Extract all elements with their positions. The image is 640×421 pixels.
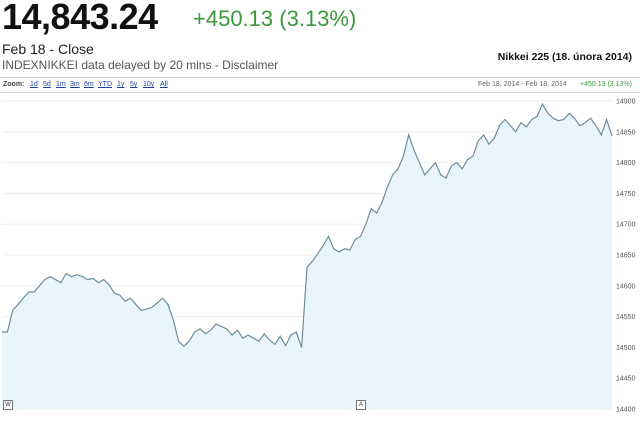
info-line: INDEXNIKKEI data delayed by 20 mins - Di… bbox=[2, 58, 278, 72]
y-tick-label: 14450 bbox=[616, 376, 636, 383]
y-tick-label: 14500 bbox=[616, 345, 636, 352]
y-axis: 14400 14450 14500 14550 14600 14650 14700 14750… bbox=[616, 99, 636, 414]
y-tick-label: 14750 bbox=[616, 191, 636, 198]
price-value: 14,843.24 bbox=[2, 0, 158, 37]
disclaimer-link[interactable]: Disclaimer bbox=[222, 58, 279, 72]
zoom-label: Zoom: bbox=[3, 81, 25, 88]
zoom-ytd-button[interactable]: YTD bbox=[98, 81, 112, 88]
zoom-1d-button[interactable]: 1d bbox=[30, 81, 38, 88]
y-tick-label: 14700 bbox=[616, 222, 636, 229]
marker-w[interactable]: W bbox=[3, 400, 13, 410]
price-change: +450.13 (3.13%) bbox=[193, 6, 357, 31]
price-line bbox=[2, 102, 613, 348]
chart-panel: Zoom: 1d 5d 1m 3m 6m YTD 1y 5y 10y All F… bbox=[0, 77, 640, 421]
info-separator: - bbox=[214, 58, 219, 72]
zoom-5y-button[interactable]: 5y bbox=[130, 81, 138, 88]
y-tick-label: 14550 bbox=[616, 314, 636, 321]
y-tick-label: 14900 bbox=[616, 99, 636, 106]
delay-text: data delayed by 20 mins bbox=[81, 58, 212, 72]
chart-title: Nikkei 225 (18. února 2014) bbox=[497, 51, 632, 63]
range-change: +450.13 (3.13%) bbox=[580, 81, 632, 88]
close-label: Feb 18 - Close bbox=[2, 41, 94, 57]
index-name: INDEXNIKKEI bbox=[2, 58, 79, 72]
y-tick-label: 14800 bbox=[616, 160, 636, 167]
zoom-all-button[interactable]: All bbox=[160, 81, 168, 88]
zoom-3m-button[interactable]: 3m bbox=[70, 81, 80, 88]
zoom-1y-button[interactable]: 1y bbox=[117, 81, 125, 88]
y-tick-label: 14850 bbox=[616, 129, 636, 136]
zoom-10y-button[interactable]: 10y bbox=[143, 81, 155, 88]
price-area bbox=[2, 104, 612, 409]
zoom-1m-button[interactable]: 1m bbox=[56, 81, 66, 88]
marker-a[interactable]: A bbox=[356, 400, 366, 410]
chart-toolbar: Zoom: 1d 5d 1m 3m 6m YTD 1y 5y 10y All F… bbox=[0, 78, 640, 93]
price-chart[interactable]: 14400 14450 14500 14550 14600 14650 14700 14750… bbox=[0, 93, 640, 421]
date-range: Feb 18, 2014 - Feb 18, 2014 bbox=[478, 81, 567, 88]
zoom-6m-button[interactable]: 6m bbox=[84, 81, 94, 88]
y-tick-label: 14600 bbox=[616, 283, 636, 290]
y-tick-label: 14650 bbox=[616, 253, 636, 260]
y-tick-label: 14400 bbox=[616, 407, 636, 414]
zoom-5d-button[interactable]: 5d bbox=[43, 81, 51, 88]
